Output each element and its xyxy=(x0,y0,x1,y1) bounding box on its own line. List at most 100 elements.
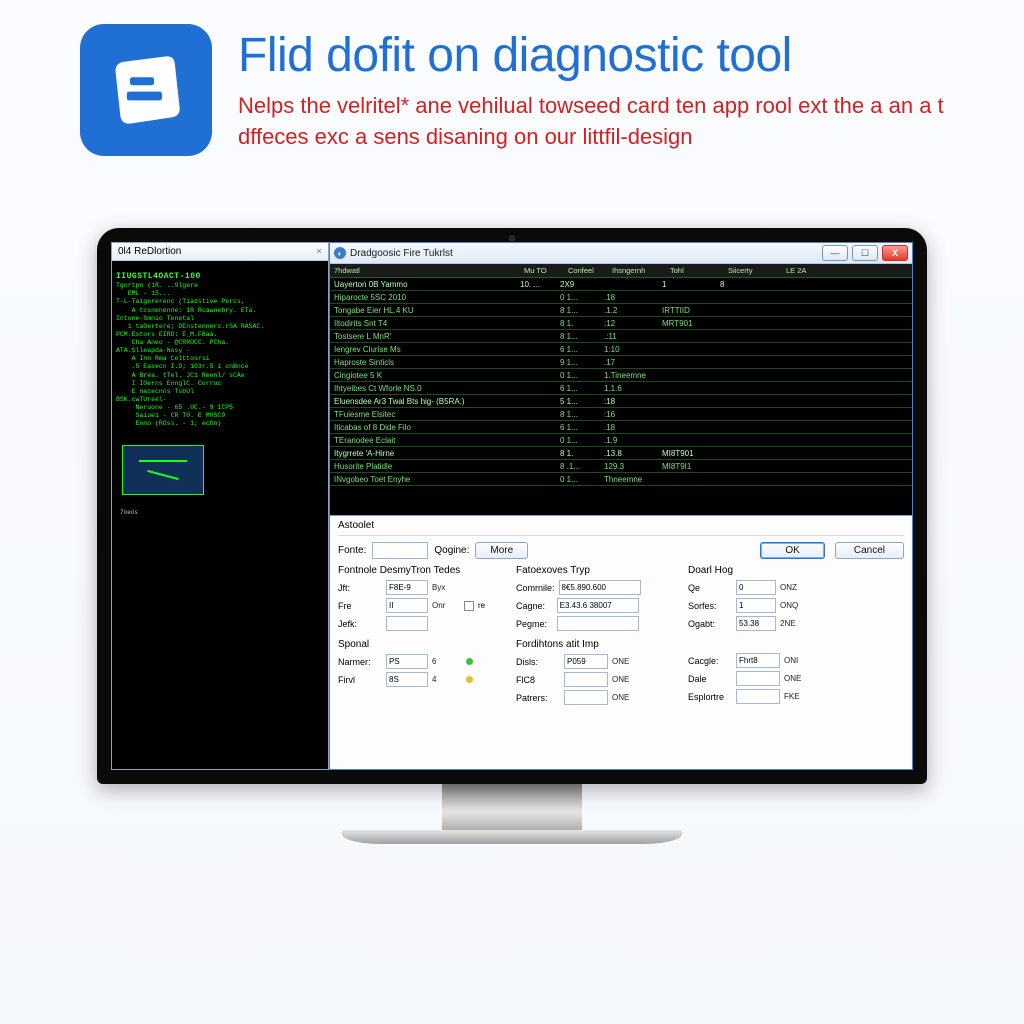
monitor-stand xyxy=(442,784,582,830)
col-name[interactable]: 7hdwatl xyxy=(330,266,520,275)
fonte-label: Fonte: xyxy=(338,545,366,556)
diagnostic-table: 7hdwatl Mu TO Confeel Ihsngernh Tohl Sii… xyxy=(330,264,912,516)
value-input[interactable] xyxy=(559,580,641,595)
table-row[interactable]: Cingiotee 5 K0 1...1.Tineemne xyxy=(330,369,912,382)
terminal-output: IIUGSTL4OACT-100 Tgortpn (1R. ..9lgere E… xyxy=(112,261,328,769)
form-row: EsplortreFKE xyxy=(688,689,828,704)
col-confeel[interactable]: Confeel xyxy=(564,266,608,275)
col-muto[interactable]: Mu TO xyxy=(520,266,564,275)
value-input[interactable] xyxy=(386,672,428,687)
book-icon xyxy=(106,50,186,130)
group-fordihtons: Fordihtons atit Imp Disls:ONEFlC8ONEPatr… xyxy=(516,639,666,705)
window-title-bar[interactable]: ◐ Dradgoosic Fire Tukrlst — ☐ X xyxy=(330,243,912,264)
form-row: Patrers:ONE xyxy=(516,690,666,705)
value-input[interactable] xyxy=(736,580,776,595)
table-row[interactable]: Hiparocte 5SC 20100 1....18 xyxy=(330,291,912,304)
table-body: Uayerton 0B Yammo10. ...2X918Hiparocte 5… xyxy=(330,278,912,486)
form-row: Cacgle:ONI xyxy=(688,653,828,668)
col-ihsn[interactable]: Ihsngernh xyxy=(608,266,666,275)
form-row: Narmer:6 xyxy=(338,654,494,669)
fonte-input[interactable] xyxy=(372,542,428,559)
cancel-button[interactable]: Cancel xyxy=(835,542,904,559)
table-row[interactable]: Tongabe Eier HL.4 KU8 1....1.2IRTTIID xyxy=(330,304,912,317)
status-dot xyxy=(466,676,473,683)
value-input[interactable] xyxy=(386,580,428,595)
group-title: Doarl Hog xyxy=(688,565,828,576)
value-input[interactable] xyxy=(557,598,639,613)
value-input[interactable] xyxy=(736,653,780,668)
col-tohl[interactable]: Tohl xyxy=(666,266,724,275)
value-input[interactable] xyxy=(557,616,639,631)
group-title: Sponal xyxy=(338,639,494,650)
col-sii[interactable]: Siicerty xyxy=(724,266,782,275)
table-row[interactable]: INvgobeo Toet Enyhe0 1...Thneemne xyxy=(330,473,912,486)
camera-dot xyxy=(509,235,516,242)
group-rows: Narmer:6Firvl4 xyxy=(338,654,494,687)
form-row: Disls:ONE xyxy=(516,654,666,669)
value-input[interactable] xyxy=(736,598,776,613)
page-title: Flid dofit on diagnostic tool xyxy=(238,28,958,83)
settings-form: Astoolet Fonte: Qogine: More OK Cancel xyxy=(330,516,912,769)
value-input[interactable] xyxy=(564,690,608,705)
form-row: Cagne: xyxy=(516,598,666,613)
group-sponal: Sponal Narmer:6Firvl4 xyxy=(338,639,494,687)
terminal-footer: 7oeos xyxy=(116,509,324,517)
value-input[interactable] xyxy=(564,654,608,669)
product-logo xyxy=(80,24,212,156)
table-header: 7hdwatl Mu TO Confeel Ihsngernh Tohl Sii… xyxy=(330,264,912,278)
table-row[interactable]: Tostsere L MnR'8 1....:11 xyxy=(330,330,912,343)
circuit-board-thumbnail xyxy=(122,445,204,495)
terminal-lines: Tgortpn (1R. ..9lgere EML - 15... T-L-Ta… xyxy=(116,282,324,428)
terminal-heading: IIUGSTL4OACT-100 xyxy=(116,272,201,281)
minimize-button[interactable]: — xyxy=(822,245,848,261)
value-input[interactable] xyxy=(386,654,428,669)
col-le[interactable]: LE 2A xyxy=(782,266,912,275)
table-row[interactable]: Iltodirits Snt T48 1.:12MRT901 xyxy=(330,317,912,330)
form-row: Pegme: xyxy=(516,616,666,631)
group-rows: Disls:ONEFlC8ONEPatrers:ONE xyxy=(516,654,666,705)
form-row: Ogabt:2NE xyxy=(688,616,828,631)
group-title: Fatoexoves Tryp xyxy=(516,565,666,576)
table-row[interactable]: Uayerton 0B Yammo10. ...2X918 xyxy=(330,278,912,291)
terminal-panel: 0l4 ReDlortion × IIUGSTL4OACT-100 Tgortp… xyxy=(111,242,329,770)
monitor-mockup: 0l4 ReDlortion × IIUGSTL4OACT-100 Tgortp… xyxy=(97,228,927,844)
page-subtitle: Nelps the velritel* ane vehilual towseed… xyxy=(238,91,958,153)
table-row[interactable]: TFuiesme Elsitec8 1...:16 xyxy=(330,408,912,421)
table-row[interactable]: Haproste Sinticls9 1....17 xyxy=(330,356,912,369)
more-button[interactable]: More xyxy=(475,542,528,559)
checkbox[interactable] xyxy=(464,601,474,611)
table-row[interactable]: Eluensdee Ar3 Twal Bts hig- (B5RA:)5 1..… xyxy=(330,395,912,408)
form-row: Comrnile: xyxy=(516,580,666,595)
form-row: Jft:Byx xyxy=(338,580,494,595)
maximize-button[interactable]: ☐ xyxy=(852,245,878,261)
value-input[interactable] xyxy=(564,672,608,687)
form-row: QeONZ xyxy=(688,580,828,595)
table-row[interactable]: Ihtyeibes Ct Wforle NS.06 1...1.1.6 xyxy=(330,382,912,395)
value-input[interactable] xyxy=(386,616,428,631)
top-controls: Fonte: Qogine: More OK Cancel xyxy=(338,542,904,559)
qogine-label: Qogine: xyxy=(434,545,469,556)
table-row[interactable]: Husorite Platidle8 .1...129.3MI8T9I1 xyxy=(330,460,912,473)
screen-content: 0l4 ReDlortion × IIUGSTL4OACT-100 Tgortp… xyxy=(111,242,913,770)
table-row[interactable]: TEranodee Eclait0 1....1.9 xyxy=(330,434,912,447)
ok-button[interactable]: OK xyxy=(760,542,824,559)
group-rows: Comrnile: Cagne: Pegme: xyxy=(516,580,666,631)
group-extra: Cacgle:ONIDaleONEEsplortreFKE xyxy=(688,653,828,704)
value-input[interactable] xyxy=(736,616,776,631)
form-row: Jefk: xyxy=(338,616,494,631)
table-row[interactable]: Iticabas of 8 Dide Filo6 1....18 xyxy=(330,421,912,434)
close-icon[interactable]: × xyxy=(316,246,322,257)
table-row[interactable]: Iengrev Clurise Ms6 1...1:10 xyxy=(330,343,912,356)
group-title: Fordihtons atit Imp xyxy=(516,639,666,650)
close-button[interactable]: X xyxy=(882,245,908,261)
value-input[interactable] xyxy=(736,689,780,704)
window-title: Dradgoosic Fire Tukrlst xyxy=(350,248,453,259)
group-rows: QeONZSorfes:ONQOgabt:2NE xyxy=(688,580,828,631)
table-row[interactable]: Itygrrete 'A-Hirne8 1..13.8MI8T901 xyxy=(330,447,912,460)
status-dot xyxy=(466,658,473,665)
value-input[interactable] xyxy=(386,598,428,613)
value-input[interactable] xyxy=(736,671,780,686)
app-icon: ◐ xyxy=(334,247,346,259)
group-rows: Cacgle:ONIDaleONEEsplortreFKE xyxy=(688,653,828,704)
group-fontnole: Fontnole DesmyTron Tedes Jft:ByxFreOnr r… xyxy=(338,565,494,631)
